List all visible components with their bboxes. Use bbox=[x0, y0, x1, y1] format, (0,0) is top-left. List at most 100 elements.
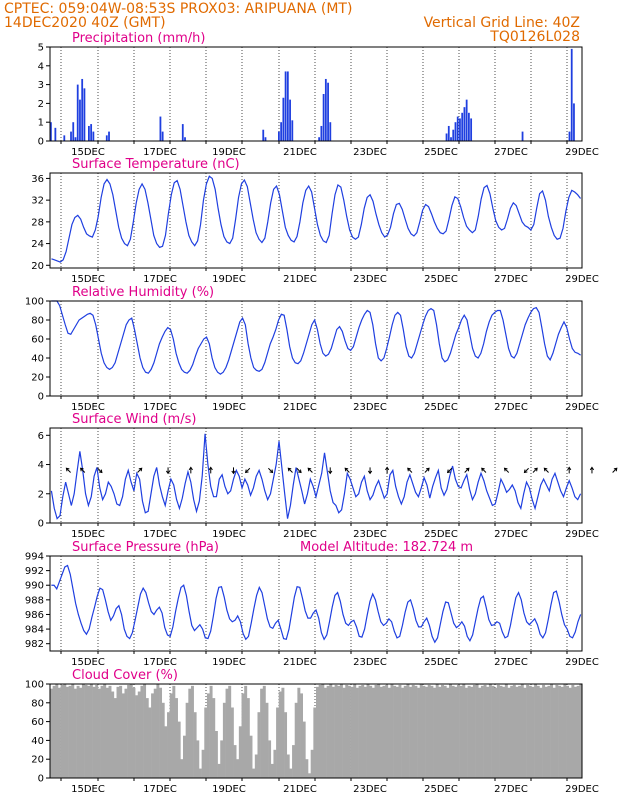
pressure-ytick-label: 984 bbox=[25, 625, 44, 636]
precipitation-bar bbox=[83, 88, 86, 141]
cloud-cover-bar bbox=[563, 684, 567, 778]
cloud-cover-bar bbox=[401, 687, 405, 778]
cloud-cover-bar bbox=[310, 749, 314, 778]
cloud-cover-bar bbox=[105, 687, 109, 778]
wind-xtick-label: 15DEC bbox=[71, 529, 105, 540]
wind-title: Surface Wind (m/s) bbox=[72, 412, 196, 427]
wind-xtick-label: 19DEC bbox=[212, 529, 246, 540]
cloud-cover-bar bbox=[337, 685, 341, 778]
cloud-cover-bar bbox=[454, 686, 458, 778]
cloud-cover-bar bbox=[278, 691, 282, 778]
wind-direction-arrow bbox=[79, 467, 86, 473]
cloud-cover-bar bbox=[502, 686, 506, 778]
wind-xtick-label: 27DEC bbox=[494, 529, 528, 540]
cloud-cover-bar bbox=[342, 687, 346, 778]
cloud-cover-bar bbox=[233, 745, 237, 778]
wind-direction-arrow bbox=[165, 467, 171, 475]
pressure-title: Surface Pressure (hPa) bbox=[72, 540, 219, 555]
precipitation-bar bbox=[447, 125, 450, 141]
precipitation-bar bbox=[159, 116, 162, 141]
cloud-cover-bar bbox=[446, 687, 450, 778]
precipitation-bar bbox=[468, 112, 470, 141]
cloud-cover-bar bbox=[153, 688, 157, 778]
precipitation-ytick-label: 1 bbox=[38, 118, 44, 129]
wind-direction-arrow bbox=[344, 467, 350, 473]
cloud-cover-xtick-label: 19DEC bbox=[212, 784, 246, 795]
wind-direction-arrow bbox=[464, 467, 470, 473]
wind-direction-arrow bbox=[328, 467, 333, 475]
cloud-cover-bar bbox=[121, 693, 125, 778]
cloud-cover-bar bbox=[214, 731, 218, 778]
wind-direction-arrow bbox=[503, 467, 510, 473]
temperature-xtick-label: 15DEC bbox=[71, 274, 105, 285]
cloud-cover-bar bbox=[60, 684, 64, 778]
temperature-frame bbox=[49, 172, 583, 269]
cloud-cover-bar bbox=[395, 686, 399, 778]
cloud-cover-xtick-label: 25DEC bbox=[424, 784, 458, 795]
cloud-cover-bar bbox=[438, 686, 442, 778]
precipitation-bar bbox=[278, 131, 280, 141]
precipitation-title: Precipitation (mm/h) bbox=[72, 31, 205, 46]
cloud-cover-bar bbox=[167, 712, 170, 778]
cloud-cover-bar bbox=[246, 698, 250, 778]
cloud-cover-bar bbox=[542, 684, 546, 778]
precipitation-bar bbox=[286, 71, 289, 141]
humidity-line bbox=[51, 300, 581, 375]
cloud-cover-bar bbox=[449, 684, 452, 778]
cloud-cover-bar bbox=[265, 702, 269, 778]
cloud-cover-bar bbox=[289, 768, 293, 778]
cloud-cover-bar bbox=[294, 702, 298, 778]
temperature-panel: 20 24 28 32 36 15DEC 17DEC 19DEC 21DEC 23DEC 25DEC… bbox=[31, 172, 599, 285]
cloud-cover-bar bbox=[472, 684, 476, 778]
cloud-cover-bar bbox=[300, 693, 303, 778]
humidity-frame bbox=[49, 300, 583, 397]
cloud-cover-bar bbox=[504, 684, 508, 778]
humidity-ytick-label: 0 bbox=[38, 392, 44, 403]
cloud-cover-bar bbox=[286, 754, 290, 778]
cloud-cover-bar bbox=[566, 685, 569, 778]
cloud-cover-bar bbox=[68, 685, 72, 778]
wind-frame bbox=[49, 427, 583, 524]
temperature-ytick-label: 32 bbox=[31, 196, 44, 207]
cloud-cover-bar bbox=[494, 687, 498, 778]
cloud-cover-bar bbox=[510, 685, 514, 778]
precipitation-bar bbox=[320, 125, 323, 141]
cloud-cover-bar bbox=[124, 688, 128, 778]
temperature-ytick-label: 20 bbox=[31, 261, 44, 272]
cloud-cover-bar bbox=[409, 686, 413, 778]
cloud-cover-xtick-label: 29DEC bbox=[565, 784, 599, 795]
humidity-xtick-label: 17DEC bbox=[143, 402, 177, 413]
cloud-cover-bar bbox=[451, 685, 455, 778]
cloud-cover-bar bbox=[198, 768, 202, 778]
cloud-cover-bar bbox=[63, 684, 67, 778]
cloud-cover-bar bbox=[560, 686, 564, 778]
wind-direction-arrow bbox=[543, 467, 549, 473]
precipitation-ytick-label: 0 bbox=[38, 137, 44, 148]
cloud-cover-bar bbox=[382, 685, 386, 778]
cloud-cover-bar bbox=[71, 684, 75, 778]
precipitation-bar bbox=[161, 131, 164, 141]
cloud-cover-bar bbox=[73, 688, 77, 778]
precipitation-bar bbox=[568, 131, 571, 141]
cloud-cover-bar bbox=[366, 684, 370, 778]
cloud-cover-bar bbox=[228, 685, 232, 778]
cloud-cover-bar bbox=[558, 685, 562, 778]
cloud-cover-bar bbox=[350, 686, 354, 778]
cloud-cover-bar bbox=[84, 684, 88, 778]
wind-direction-arrow bbox=[268, 467, 274, 474]
cloud-cover-bar bbox=[579, 684, 583, 778]
precipitation-ytick-label: 4 bbox=[38, 61, 44, 72]
cloud-cover-bar bbox=[480, 685, 484, 778]
cloud-cover-bar bbox=[262, 685, 266, 778]
cloud-cover-bar bbox=[547, 685, 551, 778]
precipitation-bar bbox=[445, 133, 448, 141]
cloud-cover-bar bbox=[270, 763, 274, 778]
wind-direction-arrow bbox=[612, 467, 618, 473]
cloud-cover-bar bbox=[145, 698, 149, 778]
cloud-cover-bar bbox=[456, 684, 460, 778]
cloud-cover-bar bbox=[398, 684, 402, 778]
humidity-ytick-label: 60 bbox=[31, 335, 44, 346]
cloud-cover-bar bbox=[236, 759, 240, 778]
cloud-cover-bar bbox=[268, 740, 272, 778]
